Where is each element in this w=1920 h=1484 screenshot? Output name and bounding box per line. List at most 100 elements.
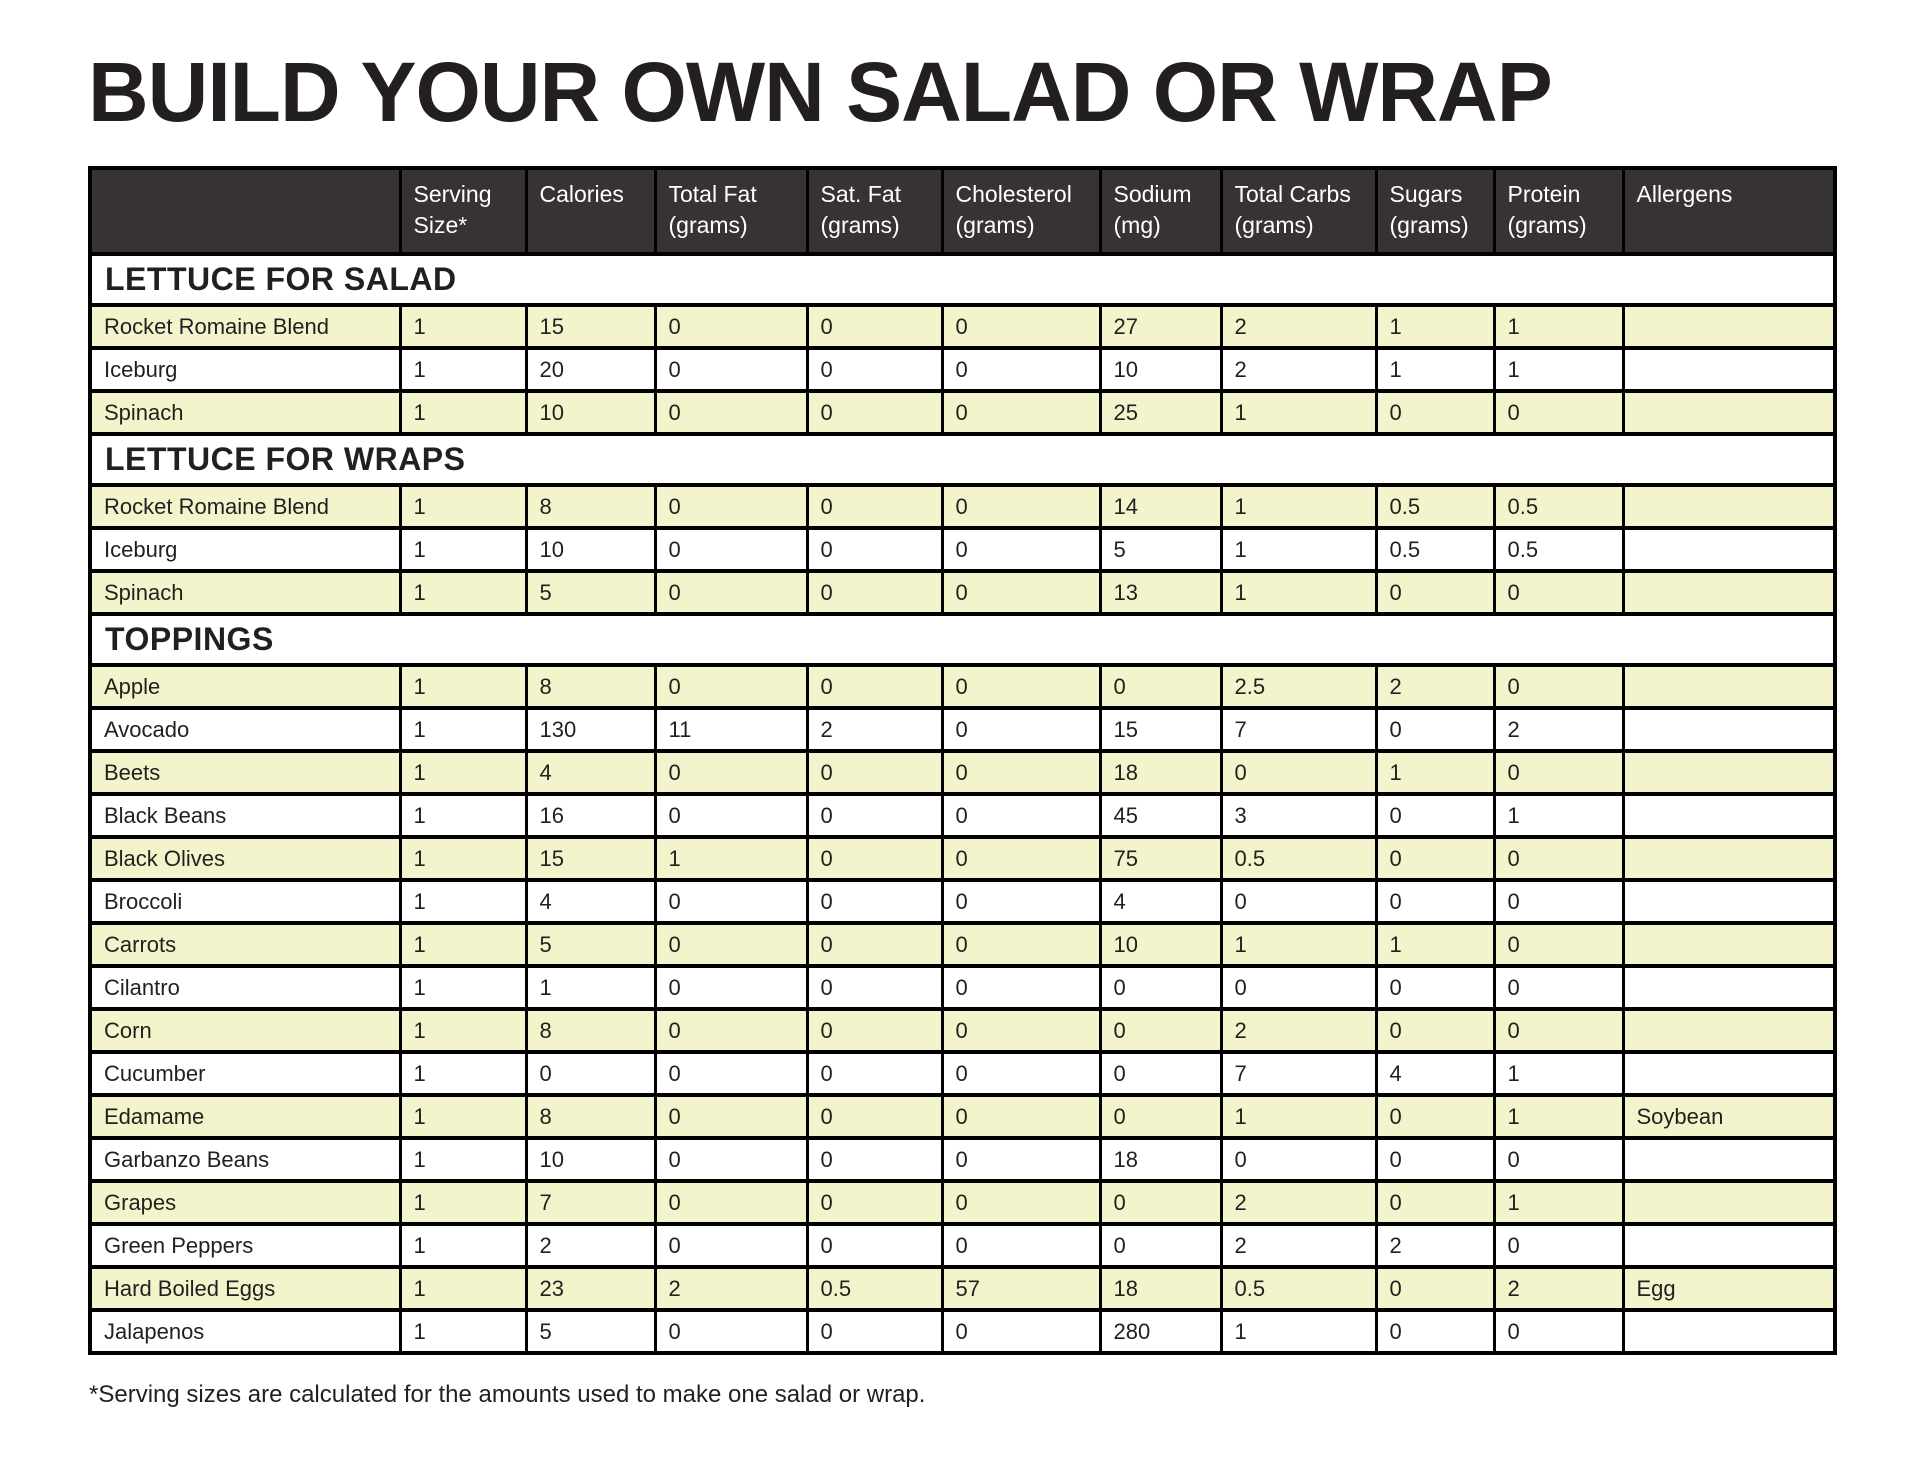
value-cell: 14 [1098,483,1223,531]
section-row: TOPPINGS [88,612,1837,668]
item-name-cell: Black Beans [88,792,402,840]
value-cell: 0.5 [1492,526,1625,574]
header-label-line1: Sugars [1389,181,1463,207]
value-cell: 15 [524,303,657,351]
value-cell: 5 [524,1308,657,1356]
allergen-cell [1621,1308,1837,1356]
value-cell: 0 [940,706,1102,754]
value-cell: 4 [1374,1050,1496,1098]
item-name-cell: Black Olives [88,835,402,883]
value-cell: 0.5 [1374,483,1496,531]
value-cell: 0 [1374,1007,1496,1055]
value-cell: 1 [398,346,528,394]
value-cell: 13 [1098,569,1223,617]
value-cell: 0 [1098,1179,1223,1227]
value-cell: 1 [1374,921,1496,969]
header-cell-empty [88,165,402,257]
value-cell: 16 [524,792,657,840]
header-label-line2: (grams) [1389,212,1469,239]
value-cell: 0 [1492,1007,1625,1055]
value-cell: 1 [398,1265,528,1313]
value-cell: 0 [1374,706,1496,754]
value-cell: 0 [940,921,1102,969]
header-label-line2: (grams) [1507,212,1587,239]
allergen-cell [1621,389,1837,437]
allergen-cell [1621,569,1837,617]
value-cell: 0.5 [805,1265,944,1313]
value-cell: 0 [1374,964,1496,1012]
value-cell: 2 [653,1265,809,1313]
section-row: LETTUCE FOR SALAD [88,252,1837,308]
value-cell: 1 [398,483,528,531]
header-cell: Total Carbs (grams) [1219,165,1378,257]
value-cell: 0 [1492,835,1625,883]
header-cell: Calories [524,165,657,257]
value-cell: 0 [940,1179,1102,1227]
value-cell: 1 [1219,389,1378,437]
allergen-cell [1621,346,1837,394]
item-row: Iceburg 1 20 0 0 0 10 2 1 1 [88,346,1837,394]
value-cell: 0 [1374,792,1496,840]
value-cell: 0 [653,1308,809,1356]
value-cell: 7 [1219,706,1378,754]
item-row: Hard Boiled Eggs 1 23 2 0.5 57 18 0.5 0 2 Egg [88,1265,1837,1313]
value-cell: 1 [1374,303,1496,351]
header-label-line2: (grams) [1234,212,1314,239]
value-cell: 0 [653,1179,809,1227]
value-cell: 1 [1219,1093,1378,1141]
value-cell: 1 [398,1222,528,1270]
value-cell: 0 [805,1136,944,1184]
item-name-cell: Cucumber [88,1050,402,1098]
value-cell: 0 [1492,569,1625,617]
value-cell: 8 [524,1007,657,1055]
value-cell: 0 [653,1007,809,1055]
value-cell: 2 [524,1222,657,1270]
value-cell: 0 [653,483,809,531]
header-label-line1: Serving [413,181,492,207]
value-cell: 0 [1492,964,1625,1012]
header-label-line2: (grams) [668,212,748,239]
value-cell: 1 [1492,1179,1625,1227]
allergen-cell [1621,1136,1837,1184]
value-cell: 0 [1374,1265,1496,1313]
value-cell: 2 [1219,1007,1378,1055]
item-row: Cilantro 1 1 0 0 0 0 0 0 0 [88,964,1837,1012]
item-name-cell: Spinach [88,569,402,617]
item-row: Green Peppers 1 2 0 0 0 0 2 2 0 [88,1222,1837,1270]
allergen-cell [1621,749,1837,797]
value-cell: 0 [940,964,1102,1012]
value-cell: 0 [940,1007,1102,1055]
header-label-line2: (mg) [1113,212,1161,239]
value-cell: 0.5 [1374,526,1496,574]
value-cell: 0 [1492,749,1625,797]
section-title: LETTUCE FOR WRAPS [88,432,1837,488]
allergen-cell: Egg [1621,1265,1837,1313]
value-cell: 1 [398,835,528,883]
value-cell: 10 [524,1136,657,1184]
allergen-cell [1621,303,1837,351]
value-cell: 15 [1098,706,1223,754]
header-cell: Cholesterol (grams) [940,165,1102,257]
header-label-line2: (grams) [955,212,1035,239]
value-cell: 1 [398,1308,528,1356]
value-cell: 0 [653,389,809,437]
value-cell: 0 [805,389,944,437]
item-name-cell: Green Peppers [88,1222,402,1270]
value-cell: 0 [805,1050,944,1098]
value-cell: 0 [1492,1308,1625,1356]
allergen-cell [1621,792,1837,840]
allergen-cell [1621,1222,1837,1270]
value-cell: 8 [524,483,657,531]
value-cell: 0 [805,1179,944,1227]
section-title: LETTUCE FOR SALAD [88,252,1837,308]
table-header-row: Serving Size* Calories Total Fat (grams) Sat.… [88,165,1837,257]
value-cell: 0 [940,1050,1102,1098]
item-row: Corn 1 8 0 0 0 0 2 0 0 [88,1007,1837,1055]
value-cell: 10 [1098,921,1223,969]
value-cell: 0 [805,792,944,840]
value-cell: 0.5 [1219,835,1378,883]
value-cell: 0 [653,303,809,351]
value-cell: 0.5 [1219,1265,1378,1313]
item-name-cell: Edamame [88,1093,402,1141]
value-cell: 10 [1098,346,1223,394]
